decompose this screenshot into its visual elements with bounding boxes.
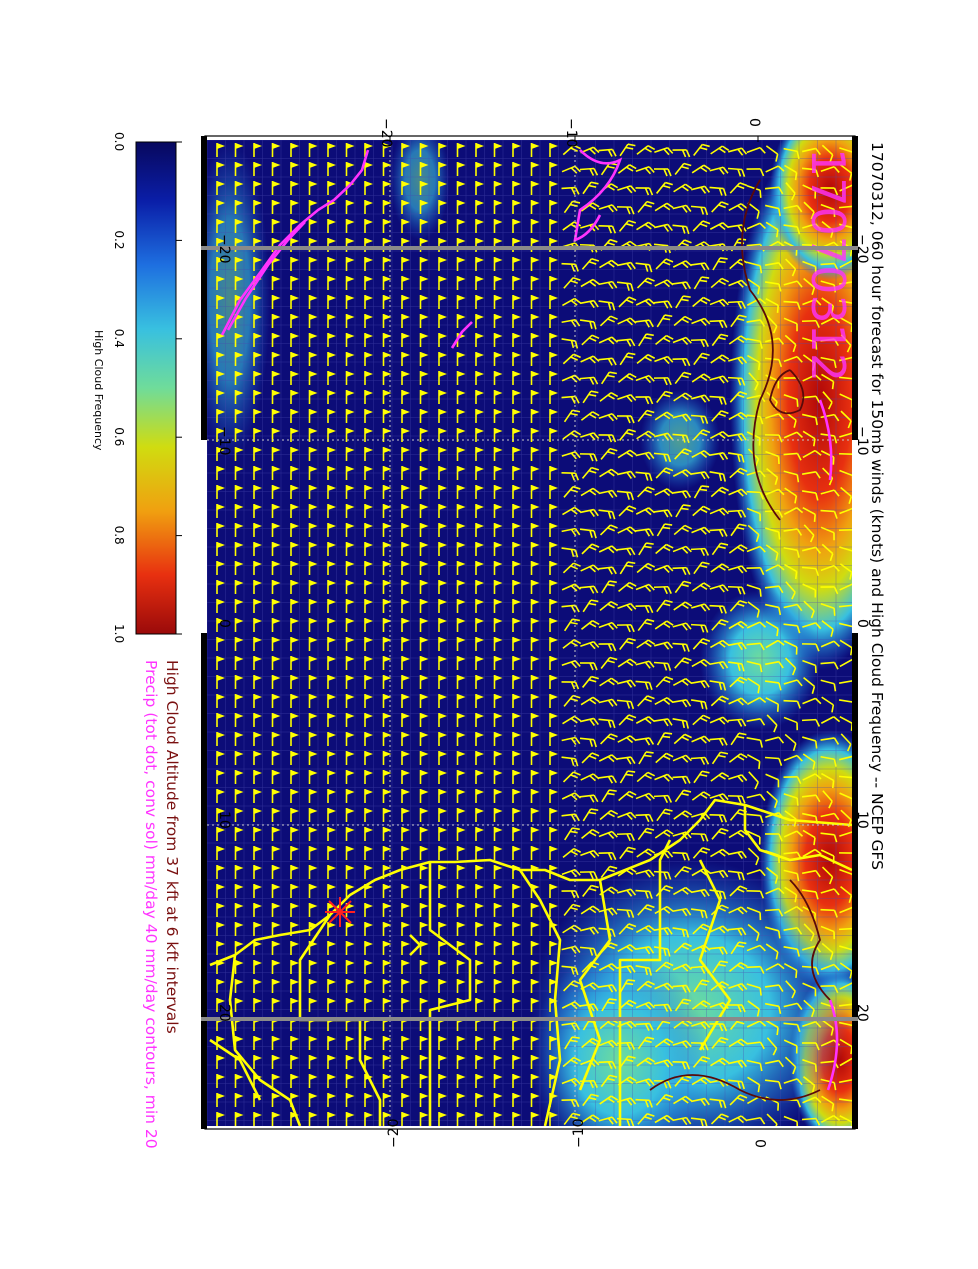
lon-tick-label: 10 <box>216 811 232 829</box>
colorbar-tick-label: 1.0 <box>112 624 126 643</box>
lat-tick-label: −10 <box>563 118 579 148</box>
lat-tick-label: −20 <box>378 118 394 148</box>
lon-tick-label: 20 <box>216 1004 232 1022</box>
altitude-subtitle: High Cloud Altitude from 37 kft at 6 kft… <box>163 660 181 1034</box>
colorbar-label: High Cloud Frequency <box>92 330 105 451</box>
plot-title: 17070312, 060 hour forecast for 150mb wi… <box>868 142 886 870</box>
lon-tick-label: 10 <box>854 811 870 829</box>
colorbar-tick-label: 0.2 <box>112 230 126 249</box>
colorbar-tick-label: 0.4 <box>112 329 126 348</box>
lat-tick-label: −10 <box>571 1118 587 1148</box>
lon-tick-label: −20 <box>216 234 232 264</box>
lon-tick-label: 20 <box>854 1004 870 1022</box>
lon-tick-label: −20 <box>854 234 870 264</box>
lon-tick-label: −10 <box>854 426 870 456</box>
colorbar-tick-label: 0.6 <box>112 427 126 446</box>
lat-tick-label: 0 <box>746 118 762 127</box>
lon-tick-label: 0 <box>854 619 870 628</box>
forecast-stamp: 17070312 <box>801 148 855 382</box>
station-marker <box>325 897 355 927</box>
lon-tick-label: 0 <box>216 619 232 628</box>
lat-tick-label: 0 <box>754 1139 770 1148</box>
colorbar <box>136 142 176 634</box>
precip-subtitle: Precip (tot dot, conv sol) mm/day 40 mm/… <box>142 660 160 1149</box>
lon-tick-label: −10 <box>216 426 232 456</box>
colorbar-tick-label: 0.8 <box>112 526 126 545</box>
colorbar-tick-label: 0.0 <box>112 132 126 151</box>
lat-tick-label: −20 <box>386 1118 402 1148</box>
